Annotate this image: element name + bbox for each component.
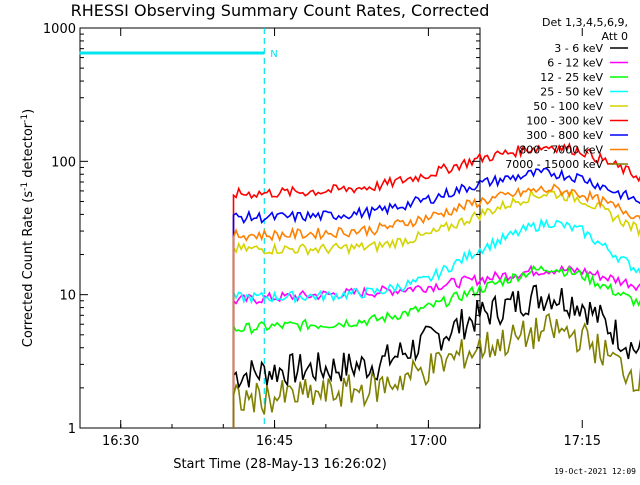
legend-label: 800 - 7000 keV <box>519 144 603 157</box>
legend-label: 100 - 300 keV <box>526 115 603 128</box>
chart-title: RHESSI Observing Summary Count Rates, Co… <box>71 1 490 20</box>
y-tick-label: 1000 <box>43 22 76 37</box>
flag-label: N <box>270 49 277 60</box>
y-tick-label: 100 <box>51 155 76 170</box>
series-line <box>234 266 640 428</box>
series-line <box>234 286 640 429</box>
footer-date: 19-Oct-2021 12:09 <box>554 467 636 476</box>
y-axis-label: Corrected Count Rate (s-1 detector-1) <box>20 109 36 347</box>
legend-label: 25 - 50 keV <box>540 86 603 99</box>
y-tick-label: 10 <box>59 289 76 304</box>
x-axis-label: Start Time (28-May-13 16:26:02) <box>173 457 387 472</box>
x-tick-label: 16:45 <box>256 434 293 449</box>
legend-label: 300 - 800 keV <box>526 129 603 142</box>
legend-attenuator: Att 0 <box>602 30 628 43</box>
y-axis-ticks: 1 10 100 1000 <box>43 22 480 437</box>
legend-label: 7000 - 15000 keV <box>505 158 603 171</box>
legend-label: 3 - 6 keV <box>554 42 603 55</box>
x-tick-label: 16:30 <box>102 434 139 449</box>
y-tick-label: 1 <box>68 422 76 437</box>
legend-label: 12 - 25 keV <box>540 71 603 84</box>
x-tick-label: 17:00 <box>410 434 447 449</box>
x-tick-label: 17:15 <box>564 434 601 449</box>
legend-label: 50 - 100 keV <box>533 100 603 113</box>
legend-label: 6 - 12 keV <box>547 57 603 70</box>
series-line <box>234 266 640 428</box>
legend: Det 1,3,4,5,6,9, Att 0 3 - 6 keV 6 - 12 k… <box>505 16 628 171</box>
legend-detectors: Det 1,3,4,5,6,9, <box>542 16 628 29</box>
